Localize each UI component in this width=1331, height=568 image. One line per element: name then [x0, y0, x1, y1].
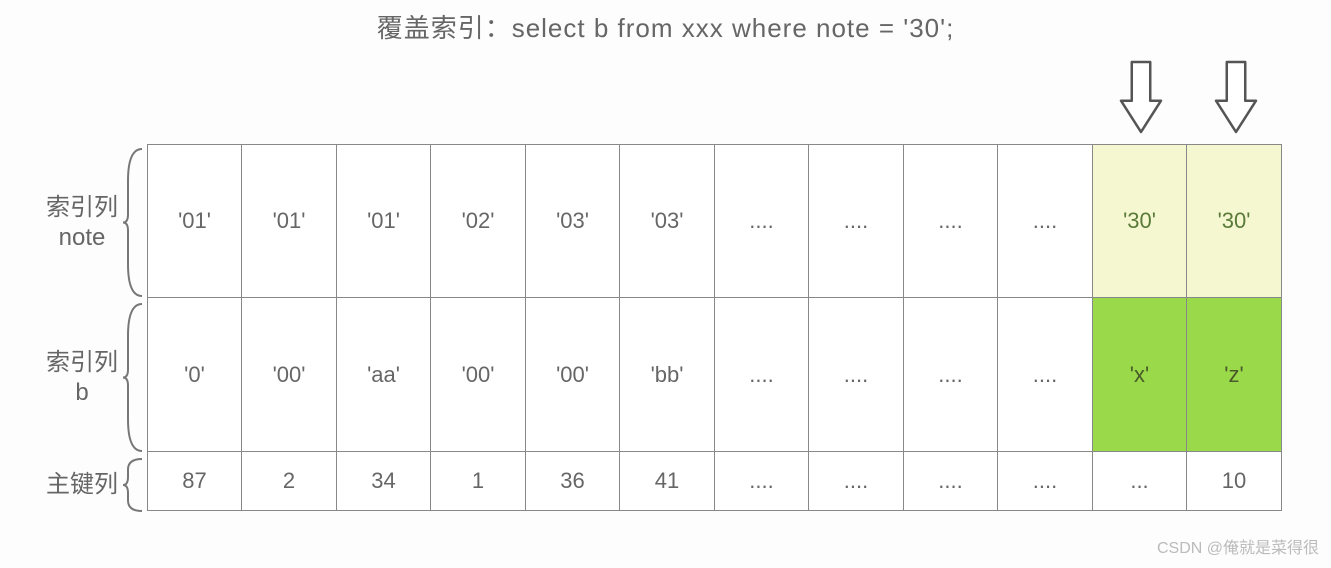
- grid-cell: 'bb': [619, 297, 715, 452]
- row-label-text: 索引列b: [46, 348, 118, 408]
- brace-icon: [122, 457, 144, 513]
- grid-cell: ....: [714, 144, 810, 299]
- row-label-text: 索引列note: [46, 193, 118, 253]
- grid-cell: ....: [808, 144, 904, 299]
- grid-cell: '01': [336, 144, 432, 299]
- grid-cell: ....: [714, 451, 810, 511]
- grid-cell: ...: [1092, 451, 1188, 511]
- brace-icon: [122, 302, 144, 453]
- brace-icon: [122, 147, 144, 298]
- index-diagram: 索引列note索引列b主键列 '01''01''01''02''03''03'.…: [20, 145, 1282, 515]
- grid-cell: 'aa': [336, 297, 432, 452]
- grid-cell: '01': [147, 144, 243, 299]
- down-arrow-icon: [1214, 60, 1258, 134]
- grid-cell: '30': [1092, 144, 1188, 299]
- grid-cell: ....: [903, 144, 999, 299]
- grid-cell: 41: [619, 451, 715, 511]
- row-labels-column: 索引列note 索引列b 主键列: [20, 145, 148, 515]
- row-label: 索引列b: [20, 300, 148, 455]
- grid-cell: '00': [241, 297, 337, 452]
- grid-cell: ....: [903, 297, 999, 452]
- data-grid: '01''01''01''02''03''03'................…: [148, 145, 1282, 515]
- table-row: '01''01''01''02''03''03'................…: [148, 145, 1282, 299]
- grid-cell: ....: [997, 297, 1093, 452]
- grid-cell: 1: [430, 451, 526, 511]
- table-row: 8723413641...................10: [148, 452, 1282, 511]
- grid-cell: ....: [903, 451, 999, 511]
- grid-cell: 'x': [1092, 297, 1188, 452]
- grid-cell: 34: [336, 451, 432, 511]
- grid-cell: '00': [430, 297, 526, 452]
- page-title: 覆盖索引：select b from xxx where note = '30'…: [0, 0, 1331, 45]
- row-label: 索引列note: [20, 145, 148, 300]
- grid-cell: ....: [808, 297, 904, 452]
- grid-cell: 87: [147, 451, 243, 511]
- grid-cell: ....: [997, 144, 1093, 299]
- grid-cell: '00': [525, 297, 621, 452]
- grid-cell: '02': [430, 144, 526, 299]
- down-arrow-icon: [1119, 60, 1163, 134]
- grid-cell: 10: [1186, 451, 1282, 511]
- row-label: 主键列: [20, 455, 148, 515]
- row-label-text: 主键列: [46, 470, 118, 500]
- grid-cell: '0': [147, 297, 243, 452]
- grid-cell: '30': [1186, 144, 1282, 299]
- grid-cell: ....: [997, 451, 1093, 511]
- grid-cell: 36: [525, 451, 621, 511]
- watermark-text: CSDN @俺就是菜得很: [1157, 534, 1319, 558]
- grid-cell: '03': [525, 144, 621, 299]
- grid-cell: ....: [714, 297, 810, 452]
- table-row: '0''00''aa''00''00''bb'................'…: [148, 299, 1282, 453]
- grid-cell: 'z': [1186, 297, 1282, 452]
- grid-cell: '03': [619, 144, 715, 299]
- grid-cell: '01': [241, 144, 337, 299]
- grid-cell: ....: [808, 451, 904, 511]
- grid-cell: 2: [241, 451, 337, 511]
